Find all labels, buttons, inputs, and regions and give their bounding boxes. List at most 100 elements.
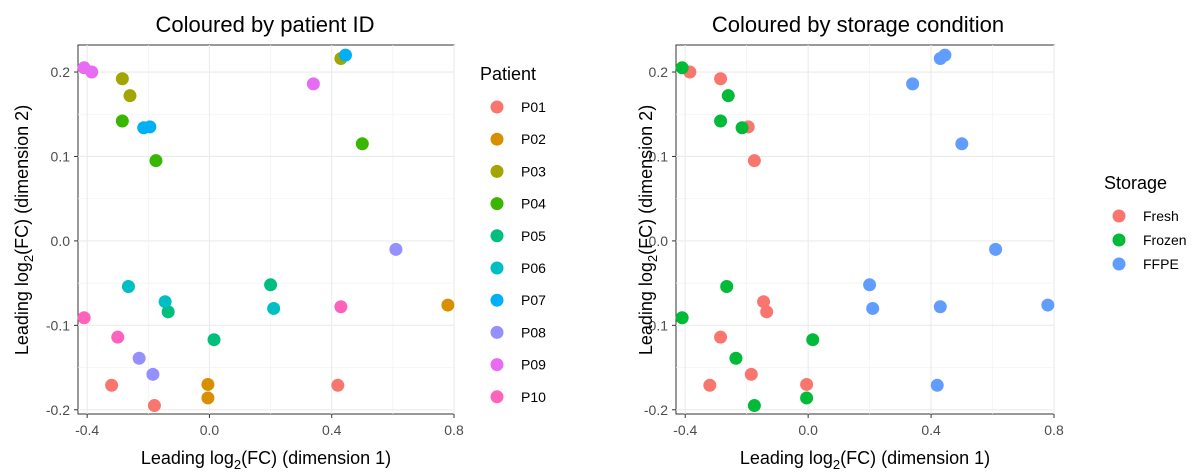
data-point bbox=[334, 300, 348, 314]
data-point bbox=[389, 242, 403, 256]
patient-scatter-panel: Coloured by patient ID -0.4 0.0 0.4 0.8 -0.2… bbox=[12, 12, 546, 472]
data-point bbox=[146, 367, 160, 381]
data-point bbox=[207, 333, 221, 347]
y-axis-title: Leading log2(FC) (dimension 2) bbox=[12, 105, 36, 355]
legend-label: P05 bbox=[521, 228, 546, 244]
data-point bbox=[149, 154, 163, 168]
x-tick-label: 0.0 bbox=[798, 422, 818, 438]
legend-marker bbox=[1112, 209, 1126, 223]
x-tick-label: 0.0 bbox=[200, 422, 220, 438]
x-axis-title: Leading log2(FC) (dimension 1) bbox=[740, 448, 990, 472]
data-point bbox=[85, 65, 99, 79]
data-point bbox=[201, 391, 215, 405]
plot-panel bbox=[675, 44, 1055, 415]
data-point bbox=[306, 77, 320, 91]
data-point bbox=[906, 77, 920, 91]
legend-marker bbox=[490, 100, 504, 114]
legend-label: P06 bbox=[521, 260, 546, 276]
storage-scatter-panel: Coloured by storage condition -0.4 0.0 0.4… bbox=[636, 12, 1187, 472]
data-point bbox=[757, 295, 771, 309]
legend-marker bbox=[490, 229, 504, 243]
data-point bbox=[121, 279, 135, 293]
data-point bbox=[201, 377, 215, 391]
y-tick-label: -0.2 bbox=[46, 402, 70, 418]
data-point bbox=[267, 301, 281, 315]
x-axis-title: Leading log2(FC) (dimension 1) bbox=[141, 448, 391, 472]
data-point bbox=[161, 305, 175, 319]
data-point bbox=[714, 330, 728, 344]
legend-marker bbox=[490, 261, 504, 275]
data-point bbox=[955, 137, 969, 151]
legend-title: Patient bbox=[480, 64, 536, 84]
y-tick-label: -0.1 bbox=[46, 317, 70, 333]
data-point bbox=[1041, 298, 1055, 312]
data-point bbox=[714, 114, 728, 128]
data-point bbox=[123, 89, 137, 103]
data-point bbox=[158, 295, 172, 309]
y-tick-label: 0.2 bbox=[51, 64, 71, 80]
y-tick-label: 0.1 bbox=[51, 148, 71, 164]
data-point bbox=[866, 301, 880, 315]
x-tick-label: -0.4 bbox=[673, 422, 697, 438]
legend-label: P02 bbox=[521, 131, 546, 147]
chart-title: Coloured by storage condition bbox=[712, 12, 1004, 37]
legend-marker bbox=[490, 197, 504, 211]
data-point bbox=[143, 120, 157, 134]
legend-label: P03 bbox=[521, 163, 546, 179]
data-point bbox=[747, 154, 761, 168]
legend-label: P04 bbox=[521, 196, 546, 212]
data-point bbox=[863, 278, 877, 292]
data-point bbox=[115, 114, 129, 128]
data-point bbox=[132, 351, 146, 365]
y-tick-label: -0.2 bbox=[644, 402, 668, 418]
legend-label: Fresh bbox=[1143, 208, 1179, 224]
y-tick-label: 0.2 bbox=[649, 64, 669, 80]
legend-marker bbox=[1112, 233, 1126, 247]
data-point bbox=[806, 333, 820, 347]
y-axis-title: Leading log2(FC) (dimension 2) bbox=[636, 105, 660, 355]
y-tick-label: 0.1 bbox=[649, 148, 669, 164]
legend-label: P08 bbox=[521, 324, 546, 340]
data-point bbox=[800, 391, 814, 405]
data-point bbox=[930, 378, 944, 392]
legend-label: FFPE bbox=[1143, 256, 1179, 272]
legend-marker bbox=[490, 390, 504, 404]
legend-marker bbox=[490, 293, 504, 307]
y-tick-label: 0.0 bbox=[649, 233, 669, 249]
legend-label: P07 bbox=[521, 292, 546, 308]
data-point bbox=[735, 121, 749, 135]
data-point bbox=[714, 72, 728, 86]
legend-marker bbox=[490, 325, 504, 339]
y-tick-label: -0.1 bbox=[644, 317, 668, 333]
x-tick-label: 0.4 bbox=[921, 422, 941, 438]
legend-marker bbox=[490, 358, 504, 372]
data-point bbox=[147, 399, 161, 413]
data-point bbox=[938, 48, 952, 62]
data-point bbox=[933, 300, 947, 314]
data-point bbox=[721, 89, 735, 103]
chart-title: Coloured by patient ID bbox=[156, 12, 375, 37]
legend-marker bbox=[490, 164, 504, 178]
legend-label: P01 bbox=[521, 99, 546, 115]
legend-label: Frozen bbox=[1143, 232, 1187, 248]
data-point bbox=[338, 48, 352, 62]
x-tick-label: 0.8 bbox=[444, 422, 464, 438]
data-point bbox=[744, 367, 758, 381]
data-point bbox=[441, 298, 455, 312]
data-point bbox=[105, 378, 119, 392]
data-point bbox=[800, 377, 814, 391]
x-tick-label: 0.4 bbox=[322, 422, 342, 438]
data-point bbox=[729, 351, 743, 365]
data-point bbox=[355, 137, 369, 151]
data-point bbox=[331, 378, 345, 392]
data-point bbox=[115, 72, 129, 86]
data-point bbox=[264, 278, 278, 292]
legend-marker bbox=[1112, 257, 1126, 271]
data-point bbox=[675, 61, 689, 75]
legend-label: P10 bbox=[521, 389, 546, 405]
data-point bbox=[720, 279, 734, 293]
data-point bbox=[760, 305, 774, 319]
data-point bbox=[675, 311, 689, 325]
data-point bbox=[77, 311, 91, 325]
